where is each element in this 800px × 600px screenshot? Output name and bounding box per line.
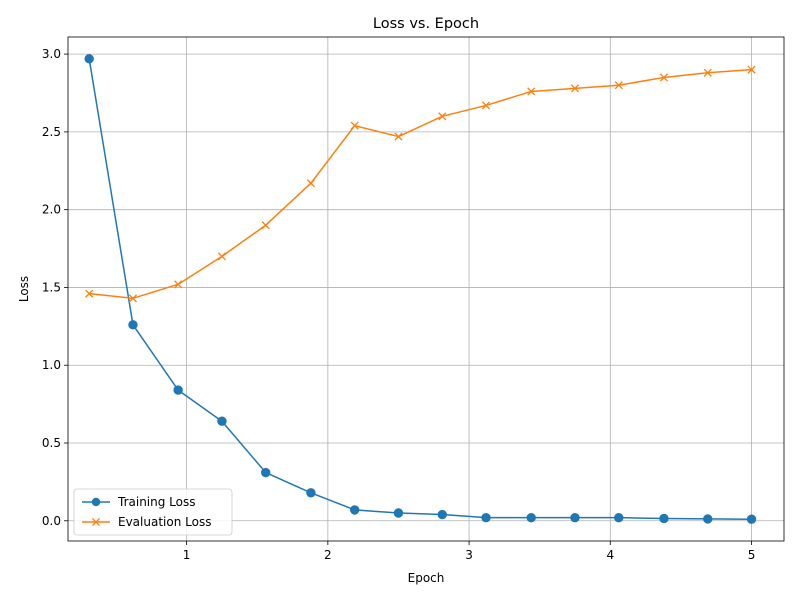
data-point-training-loss (526, 512, 536, 523)
data-point-evaluation-loss (350, 121, 359, 130)
data-point-training-loss (173, 385, 183, 395)
y-tick-label: 1.0 (42, 358, 61, 372)
y-tick-label: 3.0 (42, 47, 61, 61)
data-point-evaluation-loss (570, 84, 580, 93)
legend: Training Loss Evaluation Loss (73, 488, 233, 536)
y-tick-label: 0.5 (42, 436, 61, 450)
data-point-evaluation-loss (85, 289, 94, 298)
data-point-evaluation-loss (217, 252, 226, 261)
data-point-training-loss (659, 513, 669, 524)
data-point-training-loss (306, 488, 316, 498)
plot-frame (67, 36, 785, 542)
data-point-evaluation-loss (703, 68, 712, 77)
x-tick-label: 1 (183, 548, 191, 562)
series-line-evaluation-loss (89, 68, 752, 300)
data-point-evaluation-loss (128, 294, 138, 303)
x-tick-label: 2 (324, 548, 332, 562)
data-point-training-loss (128, 320, 138, 330)
grid (68, 37, 784, 541)
data-point-evaluation-loss (394, 132, 403, 141)
data-point-evaluation-loss (747, 65, 756, 74)
data-point-evaluation-loss (174, 280, 183, 289)
axis-ticks: 1 2 3 4 5 0.0 0.5 1.0 1.5 2.0 2.5 3.0 (42, 47, 755, 562)
data-point-training-loss (703, 514, 713, 524)
data-point-evaluation-loss (438, 112, 447, 121)
x-axis-title: Epoch (408, 571, 445, 585)
data-point-training-loss (84, 54, 94, 64)
data-point-training-loss (614, 512, 624, 523)
data-point-evaluation-loss (306, 179, 315, 188)
x-tick-label: 3 (465, 548, 473, 562)
data-point-evaluation-loss (614, 81, 623, 90)
data-point-training-loss (261, 467, 271, 478)
data-point-training-loss (217, 416, 227, 426)
y-tick-label: 2.0 (42, 203, 61, 217)
legend-label-training-loss: Training Loss (117, 495, 195, 509)
data-point-evaluation-loss (527, 87, 536, 96)
chart-title: Loss vs. Epoch (373, 16, 479, 32)
y-tick-label: 0.0 (42, 514, 61, 528)
data-point-training-loss (437, 509, 447, 520)
data-point-training-loss (349, 505, 360, 515)
series-line-training-loss (88, 58, 752, 520)
data-point-evaluation-loss (481, 101, 491, 110)
data-point-evaluation-loss (659, 73, 669, 82)
series-training-loss (84, 54, 757, 524)
data-point-training-loss (393, 508, 404, 518)
data-point-evaluation-loss (261, 221, 270, 230)
data-point-training-loss (481, 512, 491, 523)
y-tick-label: 1.5 (42, 280, 61, 294)
x-tick-label: 4 (606, 548, 614, 562)
x-tick-label: 5 (748, 548, 756, 562)
legend-swatch-marker-training-loss (91, 497, 101, 507)
data-point-training-loss (570, 512, 580, 523)
series-evaluation-loss (85, 65, 756, 303)
legend-label-evaluation-loss: Evaluation Loss (118, 515, 211, 529)
data-point-training-loss (746, 514, 757, 524)
legend-box (73, 488, 233, 536)
y-tick-label: 2.5 (42, 125, 61, 139)
y-axis-title: Loss (17, 276, 31, 302)
legend-swatch-marker-evaluation-loss (91, 517, 101, 527)
series-layer (84, 54, 757, 524)
